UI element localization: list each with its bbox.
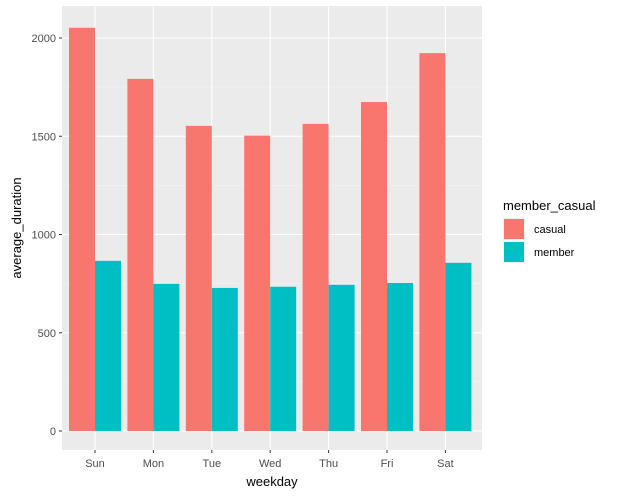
- bar-casual-tue: [185, 125, 212, 431]
- bar-casual-sun: [69, 27, 95, 431]
- y-axis-title: average_duration: [9, 177, 24, 278]
- bar-casual-wed: [244, 135, 271, 431]
- legend-swatch-member: [504, 242, 524, 262]
- y-tick-label: 1000: [32, 230, 56, 242]
- x-tick-label: Sun: [85, 458, 105, 470]
- y-tick-label: 2000: [32, 33, 56, 45]
- x-tick-label: Thu: [319, 458, 338, 470]
- bar-casual-sat: [419, 53, 446, 432]
- x-tick-label: Tue: [203, 458, 222, 470]
- x-tick-label: Sat: [437, 458, 454, 470]
- bar-member-wed: [270, 286, 297, 431]
- legend-label-member: member: [534, 247, 575, 259]
- bars: [69, 27, 472, 432]
- y-tick-label: 0: [50, 426, 56, 438]
- bar-member-sun: [95, 260, 121, 431]
- bar-member-tue: [211, 287, 238, 431]
- x-tick-label: Mon: [143, 458, 164, 470]
- bar-member-mon: [153, 283, 180, 431]
- bar-casual-fri: [361, 102, 387, 432]
- bar-member-fri: [387, 283, 413, 431]
- x-tick-label: Wed: [259, 458, 281, 470]
- legend-swatch-casual: [504, 219, 524, 239]
- bar-casual-mon: [127, 78, 154, 431]
- bar-member-thu: [328, 284, 355, 431]
- y-tick-label: 1500: [32, 131, 56, 143]
- legend-title: member_casual: [503, 198, 596, 213]
- legend-items: casual member: [503, 218, 575, 263]
- legend-label-casual: casual: [534, 224, 566, 236]
- legend: member_casual casual member: [503, 198, 596, 263]
- x-axis-title: weekday: [245, 474, 298, 489]
- bar-member-sat: [445, 262, 472, 431]
- bar-casual-thu: [302, 123, 329, 432]
- y-axis: 0 500 1000 1500 2000: [32, 33, 62, 438]
- x-tick-label: Fri: [381, 458, 394, 470]
- x-axis: Sun Mon Tue Wed Thu Fri Sat: [85, 450, 454, 470]
- y-tick-label: 500: [38, 328, 56, 340]
